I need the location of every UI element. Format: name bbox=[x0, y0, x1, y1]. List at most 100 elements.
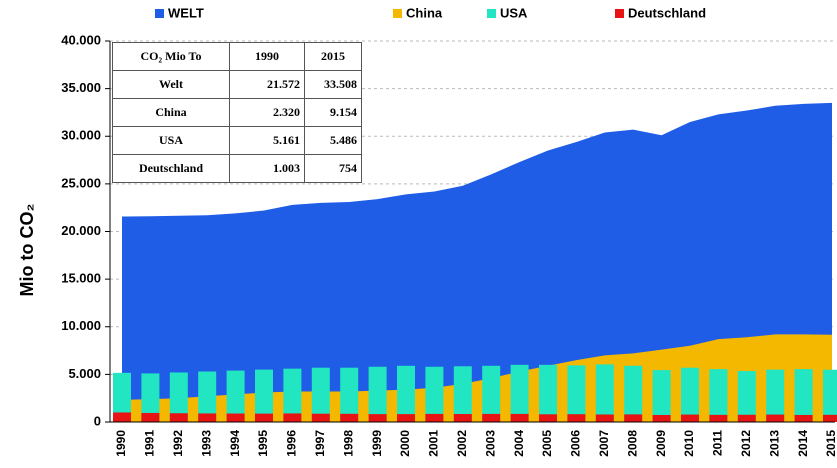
x-tick-label: 1995 bbox=[256, 430, 270, 457]
bar bbox=[539, 364, 557, 422]
y-tick-label: 30.000 bbox=[61, 128, 101, 143]
bar bbox=[652, 370, 671, 422]
legend-label: Deutschland bbox=[628, 5, 706, 20]
bar bbox=[766, 414, 785, 422]
bar bbox=[198, 413, 217, 422]
bar bbox=[567, 365, 586, 422]
bar bbox=[425, 413, 444, 422]
bar bbox=[737, 371, 756, 422]
bar bbox=[510, 413, 529, 422]
bar bbox=[482, 365, 501, 422]
bar bbox=[397, 365, 415, 422]
x-tick-label: 2005 bbox=[540, 430, 554, 457]
bar bbox=[510, 364, 529, 422]
bar bbox=[226, 370, 245, 422]
bar bbox=[453, 366, 472, 422]
bar bbox=[283, 413, 302, 422]
x-tick-label: 1993 bbox=[199, 430, 213, 457]
bar bbox=[141, 373, 160, 422]
bar bbox=[681, 414, 699, 422]
bar bbox=[766, 369, 785, 422]
bar bbox=[482, 413, 501, 422]
bar bbox=[709, 414, 728, 422]
bar bbox=[567, 414, 586, 422]
bar bbox=[113, 412, 131, 422]
table-row: Deutschland 1.003 754 bbox=[112, 154, 362, 183]
x-tick-label: 2014 bbox=[796, 430, 810, 457]
x-tick-label: 2002 bbox=[455, 430, 469, 457]
y-tick-label: 40.000 bbox=[61, 32, 101, 47]
x-tick-label: 2013 bbox=[767, 430, 781, 457]
table-cell: 33.508 bbox=[304, 70, 362, 99]
x-tick-label: 2001 bbox=[427, 430, 441, 457]
bar bbox=[652, 414, 671, 422]
x-tick-label: 1997 bbox=[313, 430, 327, 457]
table-cell: USA bbox=[112, 126, 230, 155]
bar bbox=[624, 365, 643, 422]
x-tick-label: 2008 bbox=[625, 430, 639, 457]
x-tick-label: 2007 bbox=[597, 430, 611, 457]
legend-label: China bbox=[406, 5, 443, 20]
bar bbox=[823, 369, 837, 422]
table-cell: Deutschland bbox=[112, 154, 230, 183]
x-tick-label: 1998 bbox=[341, 430, 355, 457]
x-tick-label: 2004 bbox=[512, 430, 526, 457]
x-tick-label: 1994 bbox=[228, 430, 242, 457]
x-tick-label: 1991 bbox=[143, 430, 157, 457]
legend-swatch bbox=[155, 9, 164, 18]
bar bbox=[255, 369, 273, 422]
bar bbox=[283, 368, 302, 422]
x-tick-label: 2003 bbox=[483, 430, 497, 457]
y-tick-label: 20.000 bbox=[61, 223, 101, 238]
legend-swatch bbox=[487, 9, 496, 18]
bar bbox=[624, 414, 643, 422]
table-row: CO₂ Mio To 1990 2015 bbox=[112, 42, 362, 71]
bar bbox=[169, 372, 188, 422]
bar bbox=[737, 414, 756, 422]
legend-swatch bbox=[393, 9, 402, 18]
bar bbox=[340, 413, 359, 422]
legend-label: USA bbox=[500, 5, 528, 20]
table-cell: 21.572 bbox=[229, 70, 305, 99]
bar bbox=[113, 372, 131, 422]
table-cell: 1.003 bbox=[229, 154, 305, 183]
table-cell: 1990 bbox=[229, 42, 305, 71]
y-tick-label: 25.000 bbox=[61, 175, 101, 190]
y-tick-label: 5.000 bbox=[68, 366, 101, 381]
x-tick-label: 1990 bbox=[114, 430, 128, 457]
table-row: Welt 21.572 33.508 bbox=[112, 70, 362, 99]
table-cell: Welt bbox=[112, 70, 230, 99]
bar bbox=[141, 412, 160, 422]
bar bbox=[539, 414, 557, 422]
x-tick-label: 2009 bbox=[654, 430, 668, 457]
x-tick-label: 2010 bbox=[682, 430, 696, 457]
bar bbox=[453, 413, 472, 422]
bar bbox=[595, 364, 614, 422]
bar bbox=[311, 367, 330, 422]
y-tick-label: 15.000 bbox=[61, 271, 101, 286]
bar bbox=[823, 414, 837, 422]
x-tick-label: 1992 bbox=[171, 430, 185, 457]
table-cell: 9.154 bbox=[304, 98, 362, 127]
bar bbox=[311, 413, 330, 422]
x-tick-label: 2012 bbox=[739, 430, 753, 457]
y-axis-label: Mio to CO₂ bbox=[17, 204, 37, 297]
x-tick-label: 2000 bbox=[398, 430, 412, 457]
bar bbox=[425, 366, 444, 422]
table-cell: CO₂ Mio To bbox=[112, 42, 230, 71]
bar bbox=[595, 414, 614, 422]
legend-label: WELT bbox=[168, 5, 204, 20]
table-cell: China bbox=[112, 98, 230, 127]
area bbox=[122, 102, 832, 422]
bar bbox=[397, 414, 415, 422]
table-cell: 5.161 bbox=[229, 126, 305, 155]
bar bbox=[368, 414, 387, 422]
bar bbox=[681, 367, 699, 422]
bar bbox=[368, 366, 387, 422]
bar bbox=[255, 413, 273, 422]
y-tick-label: 35.000 bbox=[61, 80, 101, 95]
bar bbox=[226, 413, 245, 422]
bar bbox=[794, 369, 813, 422]
